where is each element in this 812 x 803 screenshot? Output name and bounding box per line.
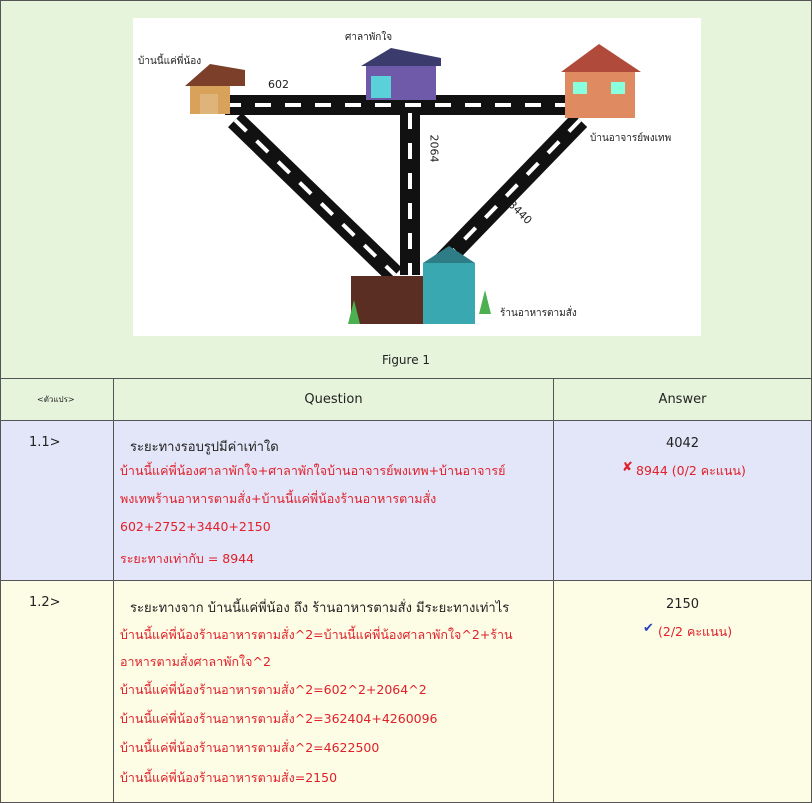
correct-icon: ✔ — [643, 621, 654, 636]
work-line: บ้านนี้แค่พี่น้องร้านอาหารตามสั่ง=2150 — [120, 770, 338, 785]
node-label: ร้านอาหารตามสั่ง — [500, 308, 577, 319]
node-label: บ้านอาจารย์พงเทพ — [590, 133, 672, 144]
question-text: ระยะทางจาก บ้านนี้แค่พี่น้อง ถึง ร้านอาห… — [130, 601, 510, 616]
question-cell — [113, 580, 554, 803]
work-line: บ้านนี้แค่พี่น้องศาลาพักใจ+ศาลาพักใจบ้าน… — [120, 463, 506, 478]
row-number: 1.1> — [0, 420, 114, 581]
header-cell: Question — [113, 378, 554, 421]
wrong-icon: ✘ — [622, 460, 633, 475]
answer-cell — [553, 420, 812, 581]
node-label: ศาลาพักใจ — [345, 32, 393, 43]
answer-text: 2150 — [665, 597, 700, 612]
row-number: 1.2> — [0, 580, 114, 803]
distance-label: 2064 — [427, 134, 441, 163]
header-cell: Answer — [553, 378, 812, 421]
work-line: บ้านนี้แค่พี่น้องร้านอาหารตามสั่ง^2=บ้าน… — [120, 627, 513, 642]
answer-text: 4042 — [665, 436, 700, 451]
header-cell: <ตัวแปร> — [0, 378, 114, 421]
answer-cell — [553, 580, 812, 803]
work-line: บ้านนี้แค่พี่น้องร้านอาหารตามสั่ง^2=3624… — [120, 711, 438, 726]
figure-caption: Figure 1 — [381, 353, 431, 367]
question-text: ระยะทางรอบรูปมีค่าเท่าใด — [130, 440, 279, 455]
feedback: 8944 (0/2 คะแนน) — [636, 463, 746, 478]
work-line: 602+2752+3440+2150 — [120, 519, 271, 534]
distance-label: 602 — [268, 78, 289, 91]
work-line: อาหารตามสั่งศาลาพักใจ^2 — [120, 654, 271, 669]
question-cell — [113, 420, 554, 581]
figure-image — [133, 18, 701, 336]
work-line: บ้านนี้แค่พี่น้องร้านอาหารตามสั่ง^2=602^… — [120, 682, 427, 697]
work-line: บ้านนี้แค่พี่น้องร้านอาหารตามสั่ง^2=4622… — [120, 740, 380, 755]
feedback: (2/2 คะแนน) — [658, 624, 733, 639]
node-label: บ้านนี้แค่พี่น้อง — [138, 56, 202, 67]
work-line: ระยะทางเท่ากับ = 8944 — [120, 551, 255, 566]
work-line: พงเทพร้านอาหารตามสั่ง+บ้านนี้แค่พี่น้องร… — [120, 491, 437, 506]
